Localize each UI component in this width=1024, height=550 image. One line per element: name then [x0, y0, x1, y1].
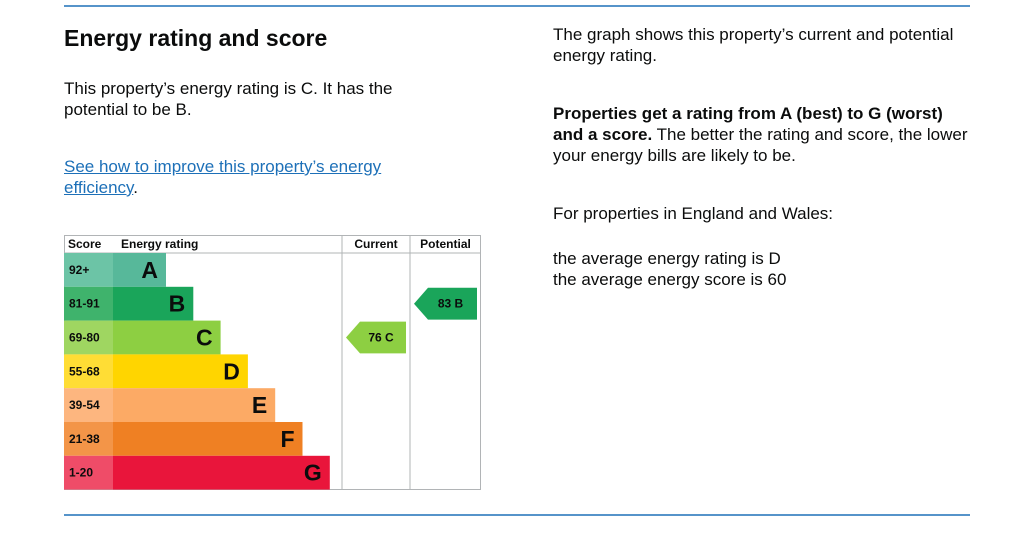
- score-range-e: 39-54: [69, 398, 100, 412]
- improve-link-wrap: See how to improve this property’s energ…: [64, 156, 424, 198]
- section-heading: Energy rating and score: [64, 25, 328, 51]
- rating-bar-c: [113, 320, 221, 355]
- potential-rating-label: 83 B: [438, 297, 464, 311]
- rating-bar-e: [113, 388, 276, 422]
- rating-letter-a: A: [141, 257, 158, 283]
- score-range-a: 92+: [69, 263, 89, 277]
- score-cell-a: [64, 253, 113, 287]
- score-cell-b: [64, 286, 113, 321]
- improve-efficiency-link[interactable]: See how to improve this property’s energ…: [64, 157, 382, 197]
- rating-intro: This property’s energy rating is C. It h…: [64, 79, 393, 119]
- energy-rating-chart: Score Energy rating Current Potential 92+ A 81…: [64, 235, 481, 490]
- rating-letter-e: E: [252, 392, 267, 418]
- score-range-d: 55-68: [69, 364, 100, 378]
- header-score: Score: [68, 237, 102, 251]
- link-suffix: .: [133, 178, 139, 197]
- top-divider: [64, 5, 970, 7]
- rating-bar-f: [113, 422, 303, 456]
- left-column: Energy rating and score This property’s …: [64, 22, 484, 197]
- header-energy-rating: Energy rating: [121, 237, 198, 251]
- energy-rating-chart-svg: Score Energy rating Current Potential 92+ A 81…: [64, 235, 481, 490]
- rating-explanation: Properties get a rating from A (best) to…: [553, 103, 973, 166]
- rating-letter-f: F: [280, 426, 294, 452]
- score-cell-e: [64, 388, 113, 422]
- score-cell-d: [64, 354, 113, 389]
- average-score: the average energy score is 60: [553, 270, 787, 289]
- rating-bar-d: [113, 354, 248, 389]
- score-range-g: 1-20: [69, 466, 93, 480]
- score-cell-c: [64, 320, 113, 355]
- rating-letter-d: D: [223, 358, 240, 384]
- graph-description: The graph shows this property’s current …: [553, 25, 954, 65]
- score-cell-g: [64, 455, 113, 490]
- rating-explanation-rest: The better the rating and score, the low…: [553, 125, 968, 165]
- current-rating-arrow: [346, 321, 406, 354]
- rating-letter-c: C: [196, 325, 213, 351]
- bottom-divider: [64, 514, 970, 516]
- score-range-c: 69-80: [69, 331, 100, 345]
- rating-bar-a: [113, 253, 166, 287]
- rating-letter-b: B: [169, 291, 186, 317]
- rating-letter-g: G: [304, 460, 322, 486]
- average-rating: the average energy rating is D: [553, 249, 781, 268]
- score-cell-f: [64, 422, 113, 456]
- rating-bar-b: [113, 286, 194, 321]
- rating-explanation-bold: Properties get a rating from A (best) to…: [553, 104, 943, 144]
- score-range-b: 81-91: [69, 297, 100, 311]
- header-current: Current: [354, 237, 397, 251]
- score-range-f: 21-38: [69, 432, 100, 446]
- rating-bar-g: [113, 455, 330, 490]
- current-rating-label: 76 C: [368, 331, 394, 345]
- header-potential: Potential: [420, 237, 471, 251]
- potential-rating-arrow: [414, 287, 477, 320]
- region-note: For properties in England and Wales:: [553, 204, 834, 223]
